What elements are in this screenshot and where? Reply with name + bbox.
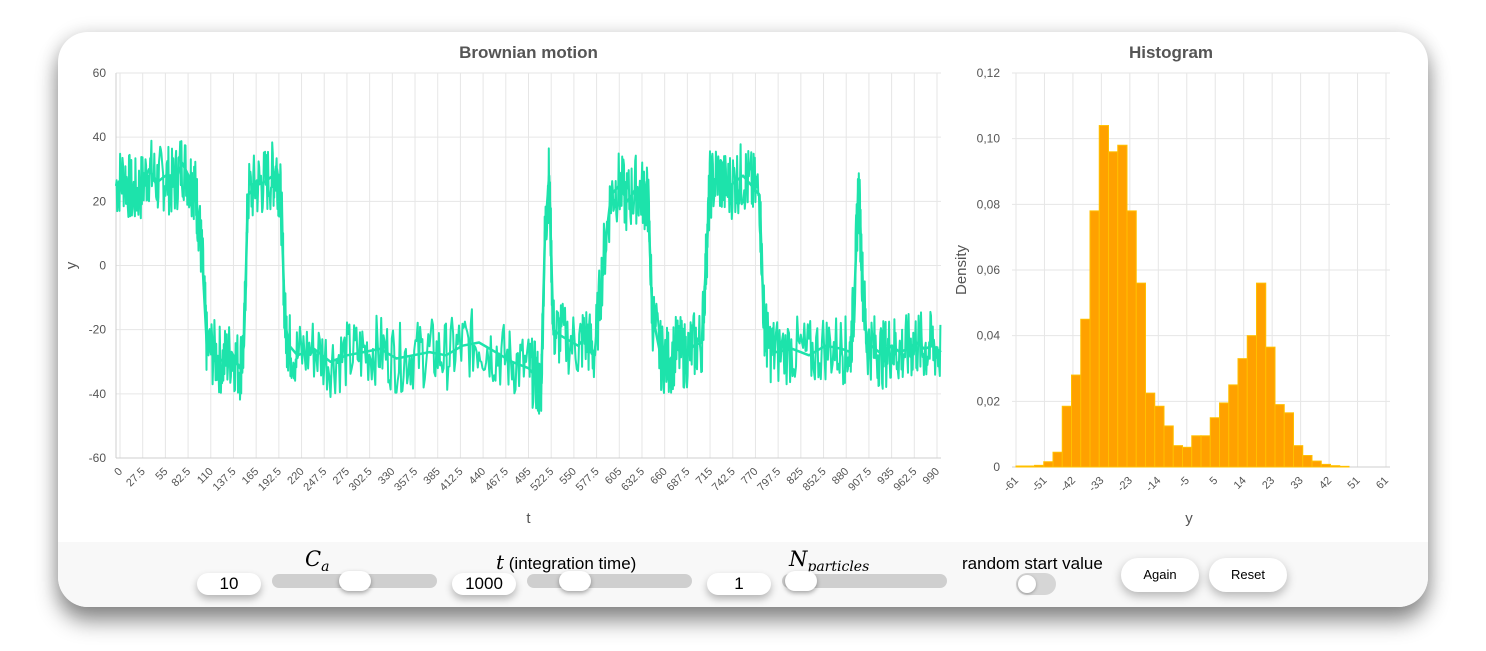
hist-x-tick-label: -14 [1144, 475, 1164, 495]
hist-bar [1311, 460, 1322, 468]
hist-bar [1219, 402, 1230, 468]
hist-x-tick-label: -51 [1030, 475, 1050, 495]
hist-chart-title: Histogram [1129, 43, 1213, 62]
hist-bar [1135, 282, 1146, 468]
time-slider-thumb[interactable] [558, 571, 591, 591]
hist-x-tick-label: -42 [1058, 475, 1078, 495]
bm-chart-title: Brownian motion [459, 43, 598, 62]
hist-bar [1228, 384, 1239, 468]
hist-x-axis-label: y [1185, 510, 1193, 527]
hist-bar [1182, 446, 1193, 468]
particles-slider-thumb[interactable] [784, 571, 817, 591]
ca-label-base: C [305, 547, 322, 571]
hist-bar [1256, 282, 1267, 468]
bm-y-tick-label: 60 [93, 66, 107, 80]
hist-x-tick-label: 33 [1289, 475, 1306, 492]
hist-bar [1274, 404, 1285, 468]
bm-y-tick-label: -40 [89, 387, 107, 401]
bm-y-tick-label: 40 [93, 130, 107, 144]
ca-slider-thumb[interactable] [338, 571, 371, 591]
time-label-math: t [496, 550, 505, 574]
time-label-text: (integration time) [504, 554, 637, 573]
hist-bar [1246, 335, 1257, 468]
bm-x-axis-label: t [526, 510, 531, 527]
hist-bar [1098, 125, 1109, 468]
ca-label-sub: a [321, 559, 330, 576]
random-start-toggle[interactable] [1016, 573, 1056, 595]
bm-y-tick-label: 0 [99, 259, 106, 273]
hist-y-tick-label: 0 [993, 460, 1000, 474]
hist-bar [1052, 451, 1063, 468]
hist-bar [1015, 465, 1026, 468]
reset-button[interactable]: Reset [1209, 558, 1287, 592]
hist-x-tick-label: 42 [1317, 475, 1334, 492]
hist-bar [1145, 392, 1156, 468]
hist-bar [1293, 445, 1304, 468]
hist-y-tick-label: 0,02 [977, 394, 1001, 408]
particles-slider[interactable] [782, 571, 947, 591]
particles-label: Nparticles [789, 547, 869, 575]
hist-y-tick-label: 0,12 [977, 66, 1001, 80]
hist-bar [1209, 417, 1220, 468]
time-label: t (integration time) [496, 550, 636, 574]
hist-bar [1061, 405, 1072, 468]
again-button[interactable]: Again [1121, 558, 1199, 592]
hist-bar [1126, 210, 1137, 468]
hist-y-tick-label: 0,06 [977, 263, 1001, 277]
hist-x-tick-label: 14 [1232, 475, 1249, 492]
random-start-label: random start value [962, 554, 1103, 573]
hist-bar [1080, 318, 1091, 468]
hist-bar [1071, 374, 1082, 468]
hist-bar [1089, 210, 1100, 468]
hist-bar [1330, 465, 1341, 468]
hist-y-tick-label: 0,08 [977, 197, 1001, 211]
hist-x-tick-label: -33 [1087, 475, 1107, 495]
bm-series-noise [115, 139, 942, 415]
controls-bar: Ca 10 t (integration time) 1000 Nparticl… [58, 542, 1428, 607]
particles-input[interactable]: 1 [707, 573, 771, 595]
hist-bar [1163, 425, 1174, 468]
hist-x-tick-label: -5 [1176, 475, 1191, 490]
hist-bar [1283, 412, 1294, 468]
hist-y-tick-label: 0,04 [977, 329, 1001, 343]
bm-y-tick-label: -60 [89, 451, 107, 465]
ca-slider[interactable] [272, 571, 437, 591]
hist-bar [1339, 465, 1350, 468]
ca-label: Ca [305, 547, 329, 575]
hist-bar [1237, 358, 1248, 468]
hist-x-tick-label: 61 [1374, 475, 1391, 492]
hist-x-tick-label: 5 [1208, 475, 1221, 488]
hist-bar [1191, 435, 1202, 468]
hist-bar [1043, 461, 1054, 468]
particles-label-sub: particles [807, 559, 870, 576]
hist-bar [1108, 151, 1119, 468]
hist-x-tick-label: -61 [1001, 475, 1021, 495]
hist-x-tick-label: -23 [1115, 475, 1135, 495]
hist-bar [1320, 463, 1331, 468]
time-slider[interactable] [527, 571, 692, 591]
time-input[interactable]: 1000 [452, 573, 516, 595]
hist-bar [1265, 346, 1276, 468]
hist-bar [1200, 435, 1211, 468]
ca-input[interactable]: 10 [197, 573, 261, 595]
bm-y-tick-label: 20 [93, 194, 107, 208]
hist-y-axis-label: Density [953, 244, 970, 295]
bm-y-axis-label: y [63, 261, 80, 269]
bm-y-tick-label: -20 [89, 323, 107, 337]
hist-bar [1117, 144, 1128, 468]
hist-bar [1034, 464, 1045, 468]
hist-x-tick-label: 51 [1346, 475, 1363, 492]
hist-bar [1154, 405, 1165, 468]
particles-label-base: N [789, 547, 808, 571]
hist-bar [1172, 445, 1183, 468]
hist-x-tick-label: 23 [1260, 475, 1277, 492]
app-card: Brownian motion 60 40 20 0 -20 -40 -60 0 27.5 55 82… [58, 32, 1428, 607]
hist-bar [1302, 455, 1313, 468]
hist-y-tick-label: 0,10 [977, 132, 1001, 146]
hist-bar [1024, 465, 1035, 468]
random-start-toggle-knob [1018, 575, 1036, 593]
